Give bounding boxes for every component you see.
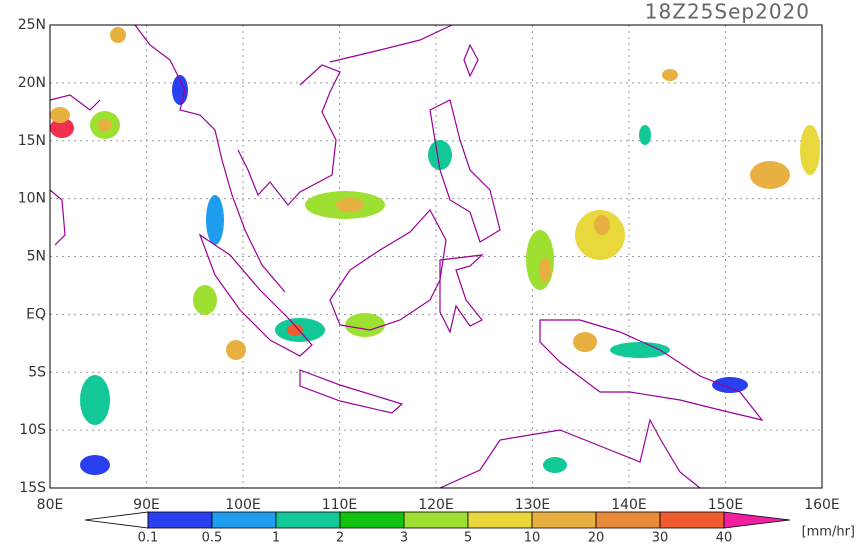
- rain-blob: [80, 375, 110, 425]
- map-title: 18Z25Sep2020: [645, 0, 810, 24]
- lon-tick-label: 130E: [515, 497, 551, 513]
- colorbar-label: 2: [336, 531, 344, 545]
- rain-blob: [172, 75, 188, 105]
- colorbar-unit: [mm/hr]: [802, 525, 855, 540]
- colorbar-label: 1: [272, 531, 280, 545]
- coastline: [134, 24, 286, 293]
- colorbar-label: 0.1: [138, 531, 159, 545]
- rain-blob: [526, 230, 554, 290]
- lat-tick-label: 10S: [19, 422, 46, 438]
- rain-blob: [110, 27, 126, 43]
- coastline: [49, 94, 101, 246]
- rain-blob: [610, 342, 670, 358]
- rain-blob: [193, 285, 217, 315]
- coastline: [439, 254, 484, 334]
- lat-tick-label: 5N: [27, 249, 46, 265]
- rain-blob: [573, 332, 597, 352]
- coastline: [237, 64, 341, 206]
- lon-tick-label: 140E: [611, 497, 647, 513]
- colorbar-label: 5: [464, 531, 472, 545]
- lat-tick-label: EQ: [26, 306, 46, 322]
- lon-tick-label: 110E: [322, 497, 358, 513]
- rain-blob: [575, 210, 625, 260]
- lon-tick-label: 160E: [804, 497, 840, 513]
- lat-tick-label: 10N: [18, 191, 46, 207]
- coastline: [198, 233, 313, 357]
- grid: [49, 24, 823, 489]
- colorbar-segment: [467, 511, 533, 529]
- colorbar-segment: [659, 511, 725, 529]
- rain-blob: [226, 340, 246, 360]
- rain-blob: [800, 125, 820, 175]
- rain-blob: [50, 118, 74, 138]
- colorbar-label: 10: [524, 531, 541, 545]
- rain-blob: [336, 198, 364, 212]
- lat-tick-label: 15S: [19, 480, 46, 496]
- coastline: [329, 24, 453, 63]
- colorbar-label: 20: [588, 531, 605, 545]
- colorbar-segment: [147, 511, 213, 529]
- colorbar-arrow-low: [84, 511, 149, 529]
- rain-blob: [712, 377, 748, 393]
- rain-blob: [543, 457, 567, 473]
- lon-tick-label: 90E: [133, 497, 160, 513]
- colorbar-label: 30: [652, 531, 669, 545]
- rain-blob: [345, 313, 385, 337]
- colorbar-segment: [339, 511, 405, 529]
- lon-tick-label: 100E: [225, 497, 261, 513]
- lat-tick-label: 15N: [18, 133, 46, 149]
- coastline: [539, 319, 764, 421]
- colorbar-label: 40: [716, 531, 733, 545]
- rain-blob: [594, 215, 610, 235]
- coastlines: [49, 24, 764, 489]
- lat-tick-label: 5S: [28, 364, 46, 380]
- rain-areas: [50, 27, 820, 475]
- rain-blob: [750, 161, 790, 189]
- colorbar-arrow-high: [723, 511, 791, 529]
- lon-tick-label: 80E: [37, 497, 64, 513]
- coastline: [329, 208, 447, 331]
- colorbar-segment: [531, 511, 597, 529]
- map-frame: [49, 24, 823, 489]
- rain-blob: [639, 125, 651, 145]
- axis-labels: 80E 90E 100E 110E 120E 130E 140E 150E 160E 25N 20N…: [18, 17, 840, 513]
- coastline: [299, 369, 404, 414]
- colorbar-label: 0.5: [202, 531, 223, 545]
- rain-blob: [98, 119, 112, 131]
- rain-blob: [662, 69, 678, 81]
- lon-tick-label: 120E: [418, 497, 454, 513]
- rain-blob: [206, 195, 224, 245]
- colorbar: 0.1 0.5 1 2 3 5 10 20 30 40: [84, 511, 791, 546]
- rain-blob: [539, 258, 551, 282]
- lon-tick-label: 150E: [708, 497, 744, 513]
- colorbar-segment: [403, 511, 469, 529]
- rain-blob: [428, 140, 452, 170]
- coastline: [463, 43, 479, 78]
- lat-tick-label: 20N: [18, 75, 46, 91]
- coastline: [439, 418, 701, 489]
- colorbar-segment: [275, 511, 341, 529]
- colorbar-segment: [595, 511, 661, 529]
- lat-tick-label: 25N: [18, 17, 46, 33]
- coastline: [429, 99, 501, 243]
- rain-blob: [80, 455, 110, 475]
- colorbar-label: 3: [400, 531, 408, 545]
- rain-blob: [50, 107, 70, 123]
- colorbar-segment: [211, 511, 277, 529]
- rain-blob: [287, 324, 303, 336]
